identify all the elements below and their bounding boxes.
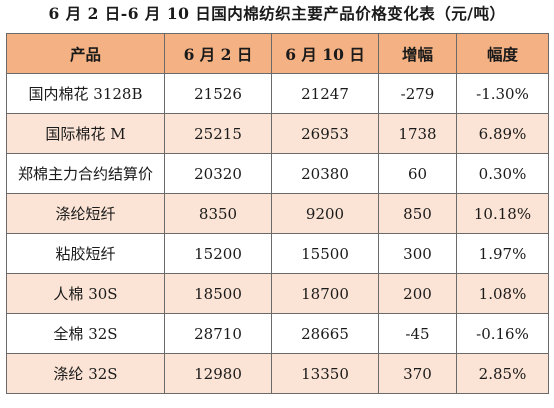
cell-change: -45 bbox=[378, 313, 457, 354]
cell-product: 郑棉主力合约结算价 bbox=[6, 153, 165, 194]
header-product: 产品 bbox=[6, 33, 165, 74]
cell-jun10: 15500 bbox=[271, 233, 379, 274]
cell-product: 国内棉花 3128B bbox=[6, 73, 165, 114]
header-percent: 幅度 bbox=[456, 33, 549, 74]
cell-jun10: 13350 bbox=[271, 353, 379, 394]
cell-change: 300 bbox=[378, 233, 457, 274]
cell-percent: 10.18% bbox=[456, 193, 549, 234]
cell-percent: 1.08% bbox=[456, 273, 549, 314]
header-row: 产品 6 月 2 日 6 月 10 日 增幅 幅度 bbox=[6, 33, 549, 74]
cell-jun2: 8350 bbox=[164, 193, 272, 234]
cell-change: 1738 bbox=[378, 113, 457, 154]
cell-jun2: 18500 bbox=[164, 273, 272, 314]
cell-percent: 0.30% bbox=[456, 153, 549, 194]
cell-product: 涤纶短纤 bbox=[6, 193, 165, 234]
cell-change: 370 bbox=[378, 353, 457, 394]
cell-product: 国际棉花 M bbox=[6, 113, 165, 154]
cell-product: 粘胶短纤 bbox=[6, 233, 165, 274]
table-row: 粘胶短纤 15200 15500 300 1.97% bbox=[6, 233, 549, 274]
cell-jun2: 21526 bbox=[164, 73, 272, 114]
cell-product: 涤纶 32S bbox=[6, 353, 165, 394]
cell-jun10: 26953 bbox=[271, 113, 379, 154]
cell-jun10: 28665 bbox=[271, 313, 379, 354]
header-change: 增幅 bbox=[378, 33, 457, 74]
table-row: 国内棉花 3128B 21526 21247 -279 -1.30% bbox=[6, 73, 549, 114]
cell-percent: -1.30% bbox=[456, 73, 549, 114]
table-row: 郑棉主力合约结算价 20320 20380 60 0.30% bbox=[6, 153, 549, 194]
cell-jun2: 20320 bbox=[164, 153, 272, 194]
table-row: 涤纶 32S 12980 13350 370 2.85% bbox=[6, 353, 549, 394]
table-title: 6 月 2 日-6 月 10 日国内棉纺织主要产品价格变化表（元/吨） bbox=[48, 4, 506, 23]
cell-percent: 6.89% bbox=[456, 113, 549, 154]
price-table: 产品 6 月 2 日 6 月 10 日 增幅 幅度 国内棉花 3128B 215… bbox=[6, 33, 549, 394]
cell-change: 850 bbox=[378, 193, 457, 234]
header-jun10: 6 月 10 日 bbox=[271, 33, 379, 74]
table-row: 国际棉花 M 25215 26953 1738 6.89% bbox=[6, 113, 549, 154]
cell-change: -279 bbox=[378, 73, 457, 114]
cell-percent: 1.97% bbox=[456, 233, 549, 274]
cell-jun10: 20380 bbox=[271, 153, 379, 194]
cell-product: 全棉 32S bbox=[6, 313, 165, 354]
cell-change: 200 bbox=[378, 273, 457, 314]
cell-percent: 2.85% bbox=[456, 353, 549, 394]
cell-jun10: 9200 bbox=[271, 193, 379, 234]
table-row: 人棉 30S 18500 18700 200 1.08% bbox=[6, 273, 549, 314]
cell-jun10: 18700 bbox=[271, 273, 379, 314]
cell-product: 人棉 30S bbox=[6, 273, 165, 314]
header-jun2: 6 月 2 日 bbox=[164, 33, 272, 74]
cell-jun10: 21247 bbox=[271, 73, 379, 114]
cell-percent: -0.16% bbox=[456, 313, 549, 354]
cell-jun2: 15200 bbox=[164, 233, 272, 274]
cell-change: 60 bbox=[378, 153, 457, 194]
cell-jun2: 28710 bbox=[164, 313, 272, 354]
table-row: 全棉 32S 28710 28665 -45 -0.16% bbox=[6, 313, 549, 354]
cell-jun2: 25215 bbox=[164, 113, 272, 154]
table-row: 涤纶短纤 8350 9200 850 10.18% bbox=[6, 193, 549, 234]
cell-jun2: 12980 bbox=[164, 353, 272, 394]
